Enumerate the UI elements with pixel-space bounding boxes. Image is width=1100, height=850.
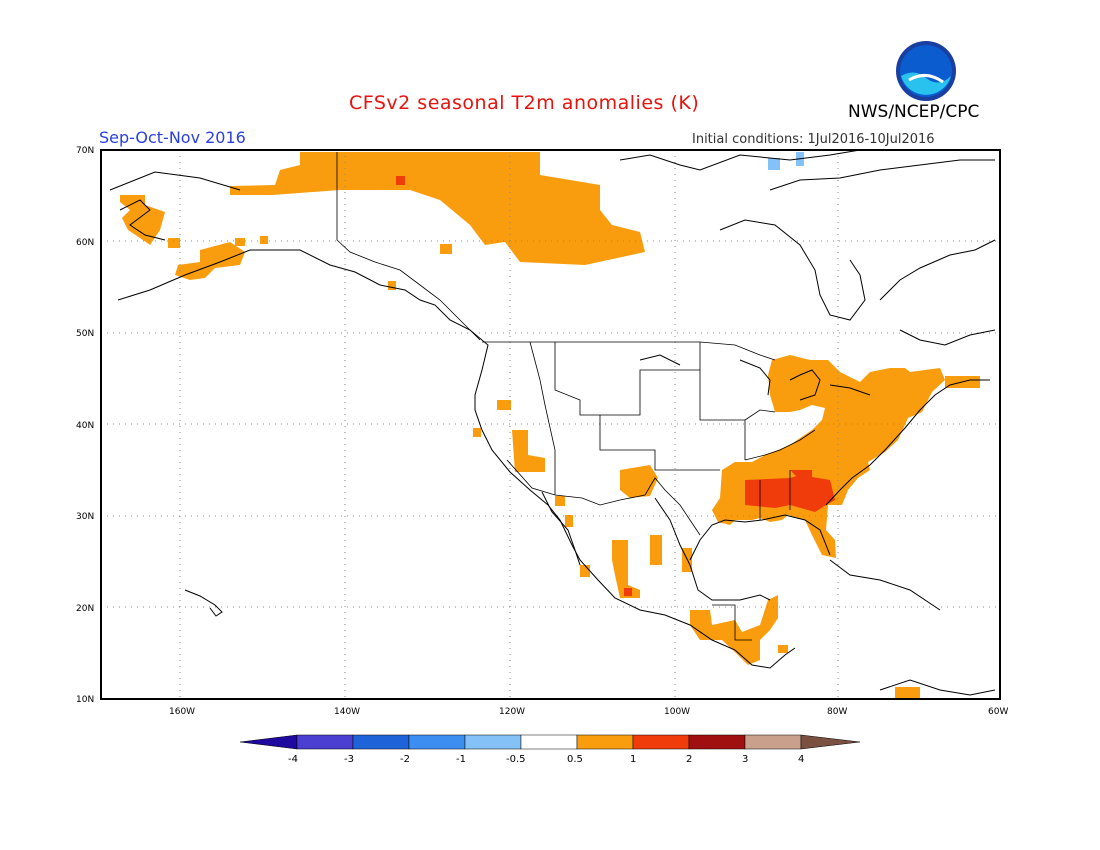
colorbar-bin bbox=[296, 734, 354, 750]
colorbar-tick: 1 bbox=[630, 754, 636, 765]
colorbar-tick: -1 bbox=[456, 754, 466, 765]
svg-text:70N: 70N bbox=[76, 146, 94, 156]
svg-text:30N: 30N bbox=[76, 512, 94, 522]
svg-text:40N: 40N bbox=[76, 421, 94, 431]
map-frame bbox=[100, 149, 1001, 700]
svg-text:80W: 80W bbox=[827, 707, 847, 717]
noaa-logo-icon bbox=[896, 41, 956, 101]
colorbar-tick: 4 bbox=[798, 754, 804, 765]
colorbar-tick: -3 bbox=[344, 754, 354, 765]
map-title: CFSv2 seasonal T2m anomalies (K) bbox=[349, 92, 700, 114]
colorbar-bin bbox=[744, 734, 802, 750]
colorbar-bin bbox=[688, 734, 746, 750]
colorbar-tick: -0.5 bbox=[506, 754, 526, 765]
colorbar-bin bbox=[352, 734, 410, 750]
colorbar-bin bbox=[464, 734, 522, 750]
svg-text:10N: 10N bbox=[76, 695, 94, 705]
colorbar-bin bbox=[576, 734, 634, 750]
svg-text:100W: 100W bbox=[664, 707, 690, 717]
initial-conditions-label: Initial conditions: 1Jul2016-10Jul2016 bbox=[692, 132, 935, 147]
political-borders bbox=[336, 152, 816, 641]
colorbar-tick: 2 bbox=[686, 754, 692, 765]
colorbar-tick: -4 bbox=[288, 754, 298, 765]
svg-text:50N: 50N bbox=[76, 329, 94, 339]
svg-text:60W: 60W bbox=[988, 707, 1008, 717]
svg-text:160W: 160W bbox=[169, 707, 195, 717]
anomaly-shading bbox=[120, 152, 980, 699]
colorbar: -4 -3 -2 -1 -0.5 0.5 1 2 3 4 bbox=[239, 734, 861, 765]
colorbar-tick: 3 bbox=[742, 754, 748, 765]
svg-text:120W: 120W bbox=[499, 707, 525, 717]
colorbar-bin bbox=[632, 734, 690, 750]
colorbar-tick: -2 bbox=[400, 754, 410, 765]
colorbar-arrow-right bbox=[800, 734, 861, 750]
colorbar-tick: 0.5 bbox=[567, 754, 583, 765]
svg-text:140W: 140W bbox=[334, 707, 360, 717]
svg-text:60N: 60N bbox=[76, 238, 94, 248]
colorbar-bin bbox=[408, 734, 466, 750]
colorbar-bin bbox=[520, 734, 578, 750]
organization-label: NWS/NCEP/CPC bbox=[848, 102, 980, 122]
colorbar-arrow-left bbox=[239, 734, 298, 750]
latitude-labels: 70N 60N 50N 40N 30N 20N 10N bbox=[76, 146, 94, 705]
svg-text:20N: 20N bbox=[76, 604, 94, 614]
coastlines bbox=[109, 149, 996, 696]
longitude-labels: 160W 140W 120W 100W 80W 60W bbox=[169, 707, 1008, 717]
season-label: Sep-Oct-Nov 2016 bbox=[99, 128, 246, 147]
